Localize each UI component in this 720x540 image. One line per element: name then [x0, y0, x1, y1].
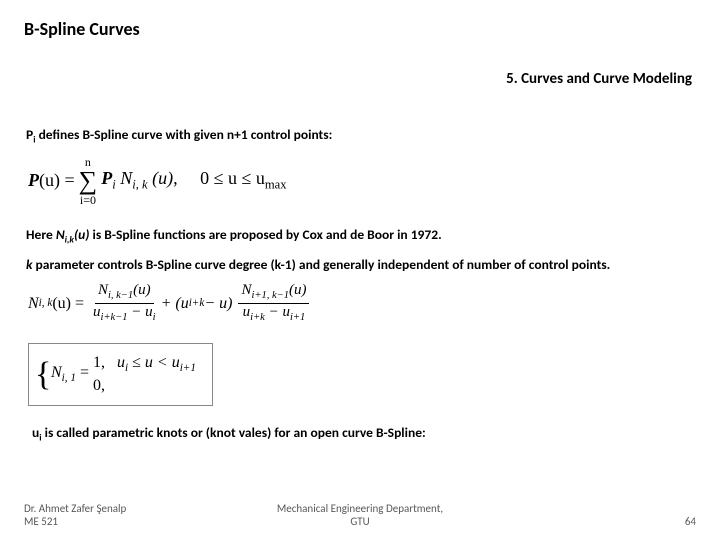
paragraph-4: ui is called parametric knots or (knot v…: [24, 424, 696, 444]
slide-subtitle: 5. Curves and Curve Modeling: [24, 70, 696, 88]
brace-icon: {: [35, 358, 51, 392]
paragraph-3: k parameter controls B-Spline curve degr…: [24, 256, 696, 274]
sigma-icon: n ∑ i=0: [79, 156, 98, 206]
piecewise-box: Ni, 1 = { 1, ui ≤ u < ui+1 0,: [28, 343, 213, 405]
fraction-1: Ni, k−1(u) ui+k−1 − ui: [90, 283, 159, 323]
p2-text: Here Ni,k(u) is B-Spline functions are p…: [26, 226, 442, 243]
paragraph-1: Pi defines B-Spline curve with given n+1…: [24, 126, 696, 146]
formula-3: Ni, 1 = { 1, ui ≤ u < ui+1 0,: [28, 343, 696, 405]
slide-title: B-Spline Curves: [24, 18, 696, 40]
formula-2-content: Ni, k (u) = Ni, k−1(u) ui+k−1 − ui + (ui…: [28, 283, 311, 323]
footer: Dr. Ahmet Zafer Şenalp ME 521 Mechanical…: [24, 502, 696, 528]
p1-text: Pi defines B-Spline curve with given n+1…: [26, 126, 332, 143]
footer-center: Mechanical Engineering Department, GTU: [24, 502, 696, 528]
fraction-2: Ni+1, k−1(u) ui+k − ui+1: [238, 283, 309, 323]
formula-2: Ni, k (u) = Ni, k−1(u) ui+k−1 − ui + (ui…: [28, 283, 696, 323]
formula-1: P(u) = n ∑ i=0 Pi Ni, k (u), 0 ≤ u ≤ uma…: [28, 156, 696, 206]
slide: B-Spline Curves 5. Curves and Curve Mode…: [0, 0, 720, 540]
formula-1-content: P(u) = n ∑ i=0 Pi Ni, k (u), 0 ≤ u ≤ uma…: [28, 156, 287, 206]
paragraph-2: Here Ni,k(u) is B-Spline functions are p…: [24, 226, 696, 246]
p3-text: k parameter controls B-Spline curve degr…: [26, 256, 610, 273]
p4-text: ui is called parametric knots or (knot v…: [32, 424, 426, 441]
